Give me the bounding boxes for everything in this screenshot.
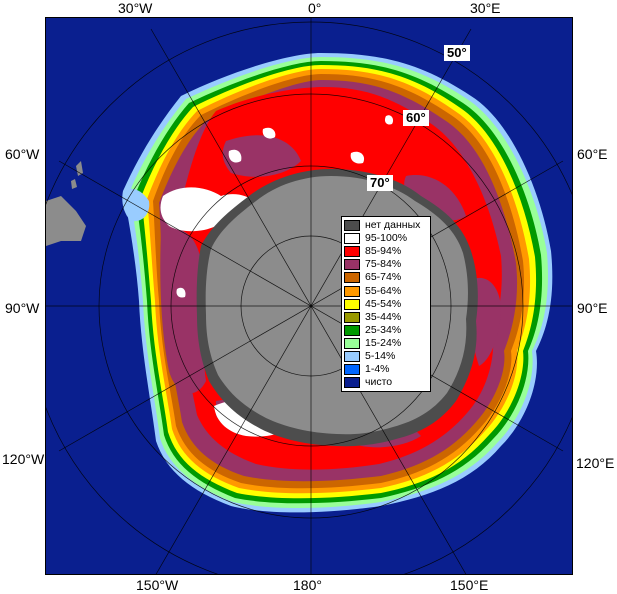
legend-item: 25-34%	[344, 324, 428, 337]
legend-item: 15-24%	[344, 337, 428, 350]
lon-label-30e: 30°E	[470, 0, 501, 16]
lon-label-0: 0°	[308, 0, 322, 16]
legend-item: 35-44%	[344, 311, 428, 324]
legend-label: 45-54%	[365, 297, 402, 310]
lon-label-90e: 90°E	[577, 300, 608, 316]
legend-item: 45-54%	[344, 298, 428, 311]
legend-swatch	[344, 364, 360, 376]
legend-swatch	[344, 233, 360, 245]
legend-swatch	[344, 259, 360, 271]
legend-label: 5-14%	[365, 349, 396, 362]
lat-label-70: 70°	[367, 175, 393, 191]
legend-label: 25-34%	[365, 323, 402, 336]
legend-swatch	[344, 337, 360, 349]
lon-label-60e: 60°E	[577, 146, 608, 162]
legend-swatch	[344, 246, 360, 258]
lon-label-120w: 120°W	[2, 451, 45, 467]
legend-label: 65-74%	[365, 271, 402, 284]
lon-label-60w: 60°W	[5, 146, 40, 162]
legend-item: 1-4%	[344, 363, 428, 376]
lon-label-150w: 150°W	[136, 577, 179, 593]
legend-item: 75-84%	[344, 258, 428, 271]
legend-item: 5-14%	[344, 350, 428, 363]
legend-label: 55-64%	[365, 284, 402, 297]
lon-label-180: 180°	[293, 577, 322, 593]
legend-swatch	[344, 298, 360, 310]
legend-swatch	[344, 377, 360, 389]
legend-label: 95-100%	[365, 232, 408, 245]
legend-label: 35-44%	[365, 310, 402, 323]
legend-label: 75-84%	[365, 258, 402, 271]
legend-swatch	[344, 272, 360, 284]
legend-item: чисто	[344, 376, 428, 389]
legend-item: нет данных	[344, 219, 428, 232]
legend-label: 1-4%	[365, 363, 390, 376]
legend-item: 55-64%	[344, 284, 428, 297]
legend-item: 65-74%	[344, 271, 428, 284]
ice-concentration-legend: нет данных 95-100% 85-94% 75-84% 65-74% 55-64…	[341, 216, 431, 393]
legend-label: чисто	[365, 376, 393, 389]
legend-swatch	[344, 324, 360, 336]
legend-item: 95-100%	[344, 232, 428, 245]
map-frame	[45, 17, 573, 575]
legend-label: 15-24%	[365, 336, 402, 349]
lon-label-90w: 90°W	[5, 300, 40, 316]
legend-swatch	[344, 220, 360, 232]
lon-label-30w: 30°W	[118, 0, 153, 16]
legend-swatch	[344, 311, 360, 323]
lat-label-60: 60°	[403, 110, 429, 126]
lon-label-120e: 120°E	[576, 455, 615, 471]
legend-label: 85-94%	[365, 245, 402, 258]
south-america-land	[46, 161, 86, 246]
sea-ice-map	[46, 18, 572, 574]
legend-swatch	[344, 285, 360, 297]
legend-item: 85-94%	[344, 245, 428, 258]
legend-label: нет данных	[365, 219, 421, 232]
legend-swatch	[344, 350, 360, 362]
lat-label-50: 50°	[444, 45, 470, 61]
lon-label-150e: 150°E	[450, 577, 489, 593]
